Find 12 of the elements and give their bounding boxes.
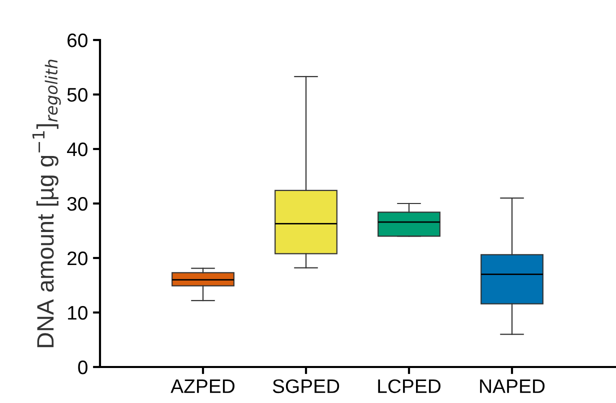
y-tick-label: 40 <box>67 142 88 156</box>
y-tick-label: 60 <box>68 33 88 48</box>
x-tick-label: AZPED <box>170 380 234 393</box>
x-tick-label: SGPED <box>272 379 340 394</box>
y-tick-label: 30 <box>67 196 88 211</box>
y-tick-label: 10 <box>68 306 88 320</box>
y-tick-label: 50 <box>67 88 88 102</box>
x-tick-label: NAPED <box>480 380 545 393</box>
x-tick-label: LCPED <box>378 379 440 394</box>
y-tick-label: 0 <box>78 360 88 374</box>
y-tick-label: 20 <box>68 251 88 266</box>
y-axis-title: DNA amount [µg g$^{−1}$]$_{regolith}$ <box>32 60 61 348</box>
